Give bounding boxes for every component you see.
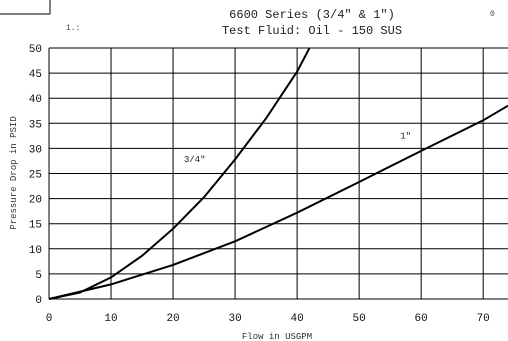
chart-subtitle: Test Fluid: Oil - 150 SUS — [222, 24, 402, 38]
corner-fragment-left: 1.: — [66, 24, 80, 33]
chart-title: 6600 Series (3/4" & 1") — [229, 8, 395, 22]
x-tick-label: 10 — [104, 313, 117, 325]
y-tick-labels: 0 5 10 15 20 25 30 35 40 45 50 — [29, 44, 42, 307]
series-line-three-quarter-inch — [48, 47, 311, 300]
y-axis-label: Pressure Drop in PSID — [9, 116, 19, 229]
series-label-one-inch: 1" — [400, 131, 411, 141]
curves — [48, 47, 508, 300]
y-tick-label: 15 — [29, 220, 42, 232]
y-tick-label: 35 — [29, 119, 42, 131]
x-tick-label: 30 — [228, 313, 241, 325]
x-tick-label: 60 — [415, 313, 428, 325]
x-axis-label: Flow in USGPM — [242, 332, 312, 341]
y-tick-label: 5 — [35, 270, 42, 282]
y-tick-label: 50 — [29, 44, 42, 56]
y-tick-label: 30 — [29, 144, 42, 156]
x-tick-label: 70 — [477, 313, 490, 325]
series-line-one-inch — [48, 104, 508, 300]
curve-labels: 3/4" 1" — [184, 131, 411, 165]
x-tick-label: 50 — [353, 313, 366, 325]
corner-fragment-right: 0 — [490, 10, 495, 19]
x-tick-label: 40 — [291, 313, 304, 325]
series-label-three-quarter-inch: 3/4" — [184, 155, 206, 165]
y-tick-label: 40 — [29, 94, 42, 106]
x-tick-label: 0 — [46, 313, 53, 325]
x-tick-label: 20 — [166, 313, 179, 325]
y-tick-label: 0 — [35, 295, 42, 307]
y-tick-label: 20 — [29, 195, 42, 207]
grid — [48, 47, 508, 300]
y-tick-label: 25 — [29, 170, 42, 182]
y-tick-label: 45 — [29, 69, 42, 81]
x-tick-labels: 0 10 20 30 40 50 60 70 — [46, 313, 490, 325]
y-tick-label: 10 — [29, 245, 42, 257]
